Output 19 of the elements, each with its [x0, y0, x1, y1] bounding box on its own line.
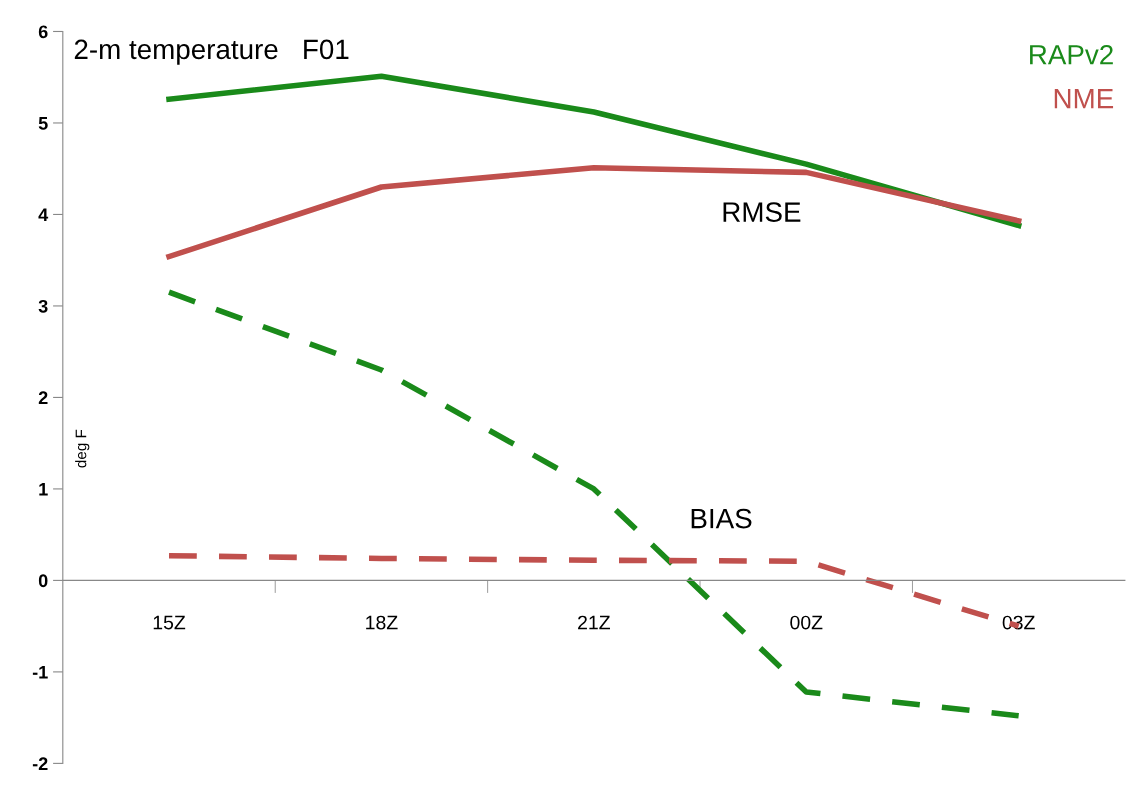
x-tick-label: 18Z [366, 615, 398, 630]
x-tick-label: 15Z [153, 615, 186, 630]
annotation: BIAS [691, 508, 752, 529]
y-axis-title: deg F [75, 429, 90, 468]
y-tick-label: 3 [38, 299, 48, 313]
y-tick-label: 6 [38, 25, 48, 39]
y-tick-label: 5 [38, 117, 48, 130]
text: NME [1054, 89, 1114, 109]
y-tick-label: 0 [38, 574, 48, 588]
chart-title: 2-m temperature F01 [74, 39, 349, 65]
y-tick-label: -1 [32, 666, 48, 679]
x-tick-label: 00Z [790, 615, 823, 630]
y-tick-label: 4 [38, 208, 49, 221]
text: RAPv2 [1030, 44, 1113, 65]
annotation: RMSE [723, 202, 801, 222]
y-tick-label: 1 [39, 483, 48, 496]
x-tick-label: 21Z [578, 615, 610, 630]
y-tick-label: -2 [32, 757, 48, 770]
y-tick-label: 2 [38, 391, 48, 404]
